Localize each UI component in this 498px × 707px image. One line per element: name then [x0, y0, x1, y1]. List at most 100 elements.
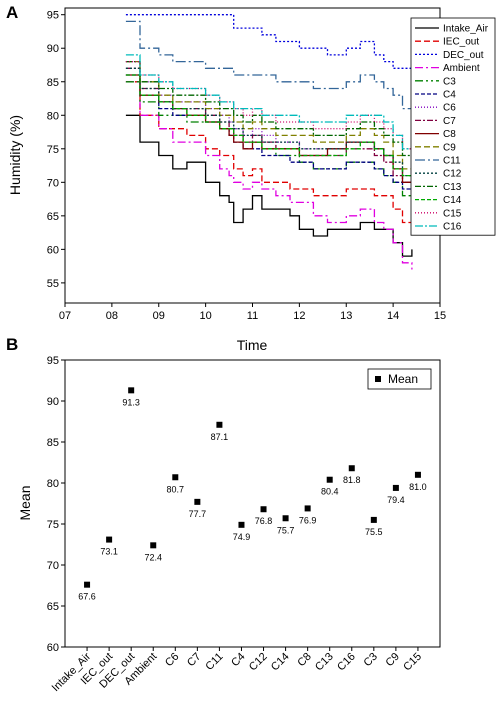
- legend-label-c15: C15: [443, 208, 462, 219]
- legend-label-intake-air: Intake_Air: [443, 24, 489, 35]
- chart-a-y-label: Humidity (%): [7, 115, 23, 195]
- chart-a-x-tick-label: 14: [387, 310, 399, 322]
- mean-point-label: 76.8: [255, 516, 273, 526]
- series-line-c11: [125, 20, 413, 122]
- chart-a-y-tick-label: 75: [47, 144, 59, 156]
- chart-b-legend-box: [367, 368, 432, 390]
- chart-a-y-axis: 55 60 65 70 75 80 85 90 95: [47, 10, 65, 290]
- legend-label-iec-out: IEC_out: [443, 37, 479, 48]
- chart-b-x-tick-label: C11: [203, 651, 225, 673]
- chart-a-x-tick-label: 08: [106, 310, 118, 322]
- series-line-c15: [125, 60, 412, 150]
- mean-point: [194, 498, 201, 505]
- legend-label-mean: Mean: [388, 372, 418, 386]
- mean-point-label: 77.7: [189, 509, 207, 519]
- chart-a-y-tick-label: 70: [47, 177, 59, 189]
- chart-b-x-tick-label: C13: [313, 651, 336, 674]
- mean-point: [106, 536, 113, 543]
- chart-b-x-tick-label: C3: [362, 651, 380, 669]
- panel-label-a: A: [6, 3, 18, 22]
- mean-point: [216, 421, 223, 428]
- mean-point: [392, 484, 399, 491]
- mean-point-label: 75.7: [277, 525, 295, 535]
- chart-b-y-tick-label: 75: [47, 519, 59, 531]
- mean-point: [282, 515, 289, 522]
- chart-b-y-tick-label: 65: [47, 601, 59, 613]
- chart-b-points: 67.6 73.1 91.3 72.4 80.7 77.7 87.1 74.9 76.8 75.7…: [78, 387, 427, 602]
- chart-a-x-axis: 07 08 09 10 11 12 13 14 15: [59, 303, 446, 322]
- chart-b-legend: Mean: [367, 368, 432, 390]
- chart-b-x-tick-label: C12: [247, 651, 270, 674]
- series-line-iec-out: [125, 81, 412, 224]
- chart-b-x-tick-label: C15: [401, 651, 424, 674]
- legend-label-ambient: Ambient: [443, 63, 480, 74]
- chart-a-y-tick-label: 85: [47, 77, 59, 89]
- legend-label-c9: C9: [443, 142, 456, 153]
- series-line-c4: [125, 74, 413, 190]
- chart-a-x-tick-label: 09: [153, 310, 165, 322]
- mean-point-label: 75.5: [365, 527, 383, 537]
- chart-b-x-tick-label: C9: [384, 651, 402, 669]
- legend-swatch-mean: [375, 376, 381, 382]
- mean-point-label: 67.6: [78, 592, 96, 602]
- chart-b-y-label: Mean: [17, 485, 33, 520]
- mean-point: [414, 471, 421, 478]
- series-line-c12: [125, 67, 412, 177]
- series-line-c3: [125, 81, 413, 197]
- chart-a-x-tick-label: 11: [247, 310, 258, 322]
- mean-point: [326, 476, 333, 483]
- mean-point: [348, 465, 355, 472]
- legend-label-c4: C4: [443, 90, 456, 101]
- chart-a-x-tick-label: 15: [434, 310, 446, 322]
- mean-point: [238, 521, 245, 528]
- chart-b-x-tick-label: C6: [163, 651, 181, 669]
- chart-a-x-tick-label: 07: [59, 310, 71, 322]
- series-line-ambient: [125, 81, 413, 270]
- series-line-c14: [125, 74, 412, 177]
- series-line-c8: [125, 74, 413, 183]
- legend-label-c14: C14: [443, 195, 462, 206]
- chart-b-y-axis: 60 65 70 75 80 85 90 95: [47, 355, 65, 654]
- mean-point-label: 87.1: [211, 432, 229, 442]
- series-line-c9: [125, 60, 413, 170]
- chart-b-x-tick-label: C4: [229, 651, 247, 669]
- legend-label-c8: C8: [443, 129, 456, 140]
- legend-label-c12: C12: [443, 169, 462, 180]
- legend-label-c13: C13: [443, 182, 462, 193]
- series-line-dec-out: [125, 14, 413, 82]
- chart-b-y-tick-label: 95: [47, 355, 59, 367]
- series-line-c16: [125, 54, 413, 150]
- chart-b-y-tick-label: 90: [47, 396, 59, 408]
- mean-point-label: 76.9: [299, 515, 317, 525]
- chart-b-y-tick-label: 85: [47, 437, 59, 449]
- chart-b-x-tick-label: C16: [335, 651, 358, 674]
- chart-a-y-tick-label: 65: [47, 211, 59, 223]
- series-line-intake-air: [125, 114, 413, 257]
- panel-label-b: B: [6, 335, 18, 354]
- legend-label-dec-out: DEC_out: [443, 50, 484, 61]
- chart-a-y-tick-label: 90: [47, 43, 59, 55]
- chart-b-x-tick-label: C14: [269, 651, 292, 674]
- series-line-c6: [125, 60, 413, 183]
- mean-point-label: 81.8: [343, 475, 361, 485]
- chart-b-y-tick-label: 80: [47, 478, 59, 490]
- mean-point: [260, 506, 267, 513]
- chart-a-y-tick-label: 60: [47, 244, 59, 256]
- mean-point-label: 81.0: [409, 482, 427, 492]
- chart-a-x-tick-label: 13: [340, 310, 352, 322]
- mean-point-label: 74.9: [233, 532, 251, 542]
- chart-a-x-tick-label: 12: [293, 310, 305, 322]
- mean-point: [128, 387, 135, 394]
- chart-b-y-tick-label: 70: [47, 560, 59, 572]
- chart-a-y-tick-label: 55: [47, 278, 59, 290]
- chart-b-x-tick-label: C7: [185, 651, 203, 669]
- series-line-c7: [125, 67, 412, 183]
- mean-point-label: 80.4: [321, 487, 339, 497]
- chart-a-series: [125, 14, 413, 270]
- chart-a-x-label: Time: [237, 337, 268, 353]
- legend-label-c3: C3: [443, 76, 456, 87]
- chart-b-frame: [64, 359, 441, 648]
